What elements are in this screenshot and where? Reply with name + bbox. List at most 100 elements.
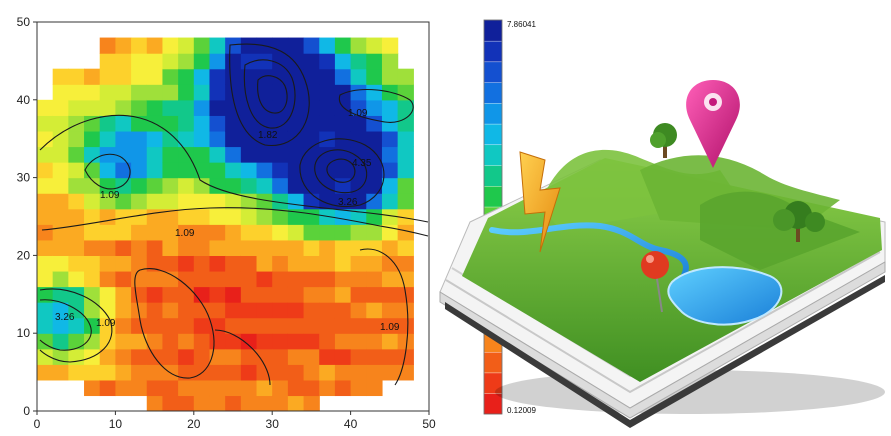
colorbar-swatch [483,102,503,125]
heatmap-cell [303,84,320,101]
heatmap-cell [366,193,383,210]
heatmap-cell [37,177,54,194]
heatmap-cell [131,130,148,148]
heatmap-cell [68,255,85,272]
heatmap-cell [146,333,164,350]
heatmap-cell [146,53,164,70]
heatmap-cell [272,395,289,411]
x-tick-label: 20 [187,417,201,431]
heatmap-cell [162,68,179,85]
heatmap-cell [209,255,226,272]
heatmap-cell [68,224,85,241]
heatmap-cell [350,286,367,303]
heatmap-cell [256,379,273,397]
heatmap-cell [287,255,305,272]
heatmap-cell [319,130,336,148]
heatmap-cell [319,68,336,85]
heatmap-cell [146,224,164,241]
heatmap-cell [397,68,414,85]
heatmap-cell [84,270,101,288]
heatmap-cell [256,270,273,288]
heatmap-cell [162,53,179,70]
y-tick-label: 40 [17,93,31,107]
heatmap-cell [303,255,320,272]
y-tick-label: 20 [17,248,31,262]
lightning-bolt-icon [519,151,561,253]
heatmap-cell [162,302,179,319]
heatmap-cell [334,224,352,241]
heatmap-cell [131,379,148,397]
heatmap-cell [131,348,148,365]
contour-labels: 1.82 4.35 1.09 1.09 3.26 1.09 1.09 1.09 … [55,108,400,333]
heatmap-cell [52,302,69,319]
heatmap-cell [209,239,226,256]
heatmap-cell [99,37,116,54]
heatmap-cell [287,162,305,179]
heatmap-cell [381,270,399,288]
heatmap-cell [240,193,258,210]
heatmap-cell [240,68,258,85]
heatmap-cell [303,146,320,163]
heatmap-cell [225,162,242,179]
heatmap-cell [162,224,179,241]
heatmap-cell [131,224,148,241]
y-axis: 0 10 20 30 40 50 [17,15,37,418]
heatmap-cell [99,53,116,70]
heatmap-cell [52,317,69,334]
heatmap-cell [146,130,164,148]
heatmap-cell [366,146,383,163]
heatmap-cell [225,37,242,54]
heatmap-cell [397,130,414,148]
heatmap-cell [68,162,85,179]
heatmap-cell [84,177,101,194]
heatmap-cell [193,115,211,132]
heatmap-cell [287,68,305,85]
heatmap-cell [303,239,320,256]
heatmap-cell [256,286,273,303]
heatmap-cell [115,286,132,303]
heatmap-cell [303,115,320,132]
heatmap-cell [256,68,273,85]
heatmap-cell [52,84,69,101]
heatmap-cell [178,348,195,365]
heatmap-cell [240,255,258,272]
heatmap-cell [366,224,383,241]
heatmap-cell [52,364,69,381]
heatmap-cell [287,270,305,288]
heatmap-cell [178,224,195,241]
heatmap-cell [381,99,399,116]
colorbar-swatch [483,61,503,83]
heatmap-cell [256,193,273,210]
heatmap-cell [272,177,289,194]
contour-label: 1.09 [100,190,120,201]
y-tick-label: 10 [17,326,31,340]
y-tick-label: 30 [17,171,31,185]
heatmap-cell [381,193,399,210]
heatmap-cell [381,333,399,350]
heatmap-cell [52,333,69,350]
heatmap-cell [334,53,352,70]
heatmap-cell [319,84,336,101]
heatmap-cell [272,37,289,54]
heatmap-cell [240,379,258,397]
heatmap-cell [350,193,367,210]
heatmap-cell [178,379,195,397]
heatmap-cell [287,364,305,381]
heatmap-cell [68,84,85,101]
colorbar-swatch [483,351,503,374]
heatmap-cell [240,146,258,163]
heatmap-cell [225,99,242,116]
heatmap-cell [99,364,116,381]
heatmap-cell [240,364,258,381]
heatmap-cell [287,177,305,194]
heatmap-cell [68,333,85,350]
heatmap-cell [193,130,211,148]
y-tick-label: 50 [17,15,31,29]
heatmap-cell [162,395,179,411]
heatmap-cell [99,224,116,241]
heatmap-cell [193,317,211,334]
heatmap-cell [68,146,85,163]
heatmap-cell [350,379,367,397]
heatmap-cell [381,255,399,272]
heatmap-cell [115,130,132,148]
